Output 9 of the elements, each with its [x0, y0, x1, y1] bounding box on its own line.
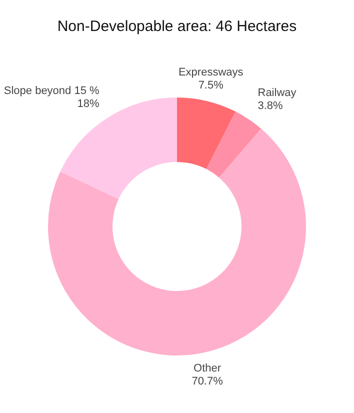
- slice-label: Railway: [258, 87, 297, 100]
- data-label: 3.8%: [258, 100, 284, 112]
- slice-label: Other: [194, 362, 222, 374]
- slice-label: Slope beyond 15 %: [4, 85, 100, 98]
- slice-label: Expressways: [178, 66, 244, 79]
- data-label: 18%: [77, 98, 100, 110]
- chart-title: Non-Developable area: 46 Hectares: [57, 18, 297, 36]
- data-label: 7.5%: [198, 80, 224, 92]
- data-label: 70.7%: [192, 375, 224, 388]
